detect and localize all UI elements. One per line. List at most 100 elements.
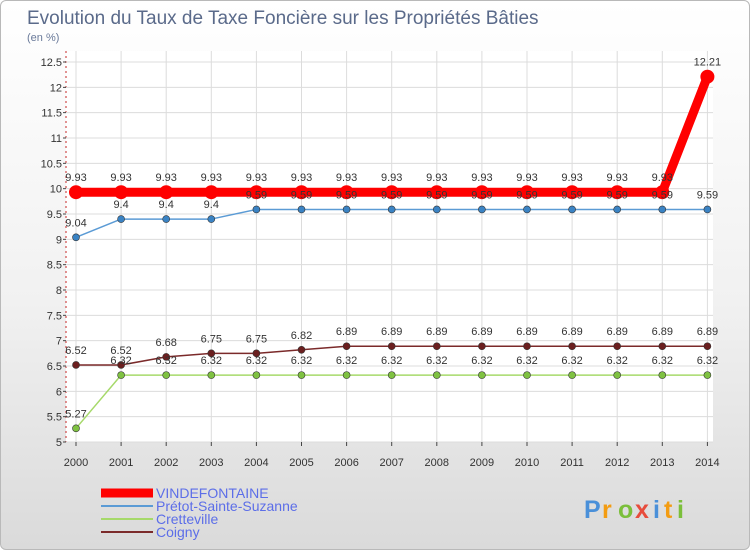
data-label: 9.93 bbox=[652, 172, 673, 184]
data-point bbox=[294, 185, 309, 200]
data-point bbox=[474, 185, 489, 200]
data-point bbox=[387, 342, 396, 351]
data-label: 6.89 bbox=[336, 326, 357, 338]
data-label: 6.32 bbox=[110, 355, 131, 367]
data-label: 6.89 bbox=[652, 326, 673, 338]
data-point bbox=[568, 371, 576, 379]
data-label: 9.93 bbox=[291, 172, 312, 184]
data-point bbox=[432, 205, 441, 214]
data-label: 6.32 bbox=[697, 355, 718, 367]
data-point bbox=[162, 353, 170, 361]
data-label: 6.32 bbox=[652, 355, 673, 367]
data-label: 9.4 bbox=[159, 199, 174, 211]
tick-label-x: 2010 bbox=[515, 457, 539, 469]
tick-label-y: 6 bbox=[56, 386, 62, 398]
data-point bbox=[204, 185, 219, 200]
data-point bbox=[387, 371, 396, 379]
data-label: 6.32 bbox=[426, 355, 447, 367]
tick-label-x: 2009 bbox=[470, 457, 494, 469]
data-label: 9.59 bbox=[697, 189, 718, 201]
tick-label-x: 2007 bbox=[379, 457, 403, 469]
logo-letter: o bbox=[618, 496, 633, 524]
data-label: 6.32 bbox=[471, 355, 492, 367]
data-point bbox=[703, 205, 712, 214]
legend-label: Coigny bbox=[156, 524, 200, 540]
data-point bbox=[117, 371, 125, 379]
logo-letter: i bbox=[677, 496, 684, 524]
data-point bbox=[565, 185, 580, 200]
data-point bbox=[297, 205, 306, 214]
data-label: 6.32 bbox=[381, 355, 402, 367]
tick-label-x: 2006 bbox=[334, 457, 358, 469]
data-point bbox=[207, 349, 216, 358]
data-point bbox=[478, 371, 486, 379]
tick-label-x: 2012 bbox=[605, 457, 629, 469]
data-label: 6.89 bbox=[561, 326, 582, 338]
tick-label-x: 2011 bbox=[560, 457, 584, 469]
tick-label-y: 9 bbox=[56, 234, 62, 246]
data-label: 6.89 bbox=[381, 326, 402, 338]
data-label: 9.93 bbox=[426, 172, 447, 184]
data-point bbox=[252, 371, 261, 379]
tick-label-y: 8.5 bbox=[47, 260, 62, 272]
tick-label-x: 2001 bbox=[109, 457, 133, 469]
tick-label-y: 10 bbox=[50, 184, 62, 196]
data-label: 6.32 bbox=[155, 355, 176, 367]
tick-label-y: 11.5 bbox=[41, 108, 62, 120]
data-label: 6.89 bbox=[697, 326, 718, 338]
data-label: 6.32 bbox=[336, 355, 357, 367]
logo-letter: t bbox=[664, 496, 673, 524]
data-point bbox=[72, 361, 80, 369]
data-point bbox=[700, 69, 715, 84]
tick-label-y: 8 bbox=[56, 285, 62, 297]
data-point bbox=[523, 342, 531, 351]
data-label: 6.89 bbox=[426, 326, 447, 338]
data-point bbox=[159, 185, 174, 200]
data-point bbox=[69, 185, 83, 200]
data-point bbox=[432, 342, 441, 351]
chart-title: Evolution du Taux de Taxe Foncière sur l… bbox=[27, 8, 539, 29]
data-point bbox=[613, 205, 622, 214]
data-point bbox=[703, 371, 712, 379]
data-label: 9.93 bbox=[155, 172, 176, 184]
data-point bbox=[162, 215, 170, 223]
data-point bbox=[429, 185, 444, 200]
data-label: 5.27 bbox=[65, 408, 86, 420]
data-label: 9.4 bbox=[204, 199, 219, 211]
tick-label-y: 7 bbox=[56, 336, 62, 348]
data-point bbox=[658, 342, 667, 351]
data-label: 9.93 bbox=[381, 172, 402, 184]
data-label: 9.59 bbox=[291, 189, 312, 201]
tick-label-x: 2002 bbox=[154, 457, 178, 469]
data-label: 6.52 bbox=[65, 345, 86, 357]
data-label: 6.89 bbox=[516, 326, 537, 338]
data-point bbox=[342, 371, 351, 379]
tick-label-y: 11 bbox=[51, 133, 62, 145]
data-point bbox=[297, 371, 306, 379]
logo-letter: i bbox=[653, 496, 660, 524]
data-point bbox=[117, 361, 125, 369]
logo-letter: x bbox=[635, 496, 649, 524]
tick-label-y: 9.5 bbox=[47, 209, 62, 221]
data-point bbox=[523, 205, 531, 214]
data-label: 6.32 bbox=[246, 355, 267, 367]
data-label: 9.59 bbox=[606, 189, 627, 201]
data-point bbox=[207, 215, 216, 223]
data-label: 9.04 bbox=[65, 217, 86, 229]
data-point bbox=[252, 205, 261, 214]
data-point bbox=[568, 205, 576, 214]
legend-label: Prétot-Sainte-Suzanne bbox=[156, 498, 298, 514]
data-point bbox=[162, 371, 170, 379]
data-label: 9.93 bbox=[606, 172, 627, 184]
data-point bbox=[478, 342, 486, 351]
data-point bbox=[613, 371, 622, 379]
legend-label: VINDEFONTAINE bbox=[156, 485, 269, 501]
data-label: 9.93 bbox=[110, 172, 131, 184]
tick-label-x: 2004 bbox=[244, 457, 268, 469]
data-point bbox=[342, 205, 351, 214]
tick-label-x: 2005 bbox=[289, 457, 313, 469]
legend-label: Cretteville bbox=[156, 511, 218, 527]
data-label: 9.93 bbox=[246, 172, 267, 184]
data-label: 6.82 bbox=[291, 330, 312, 342]
